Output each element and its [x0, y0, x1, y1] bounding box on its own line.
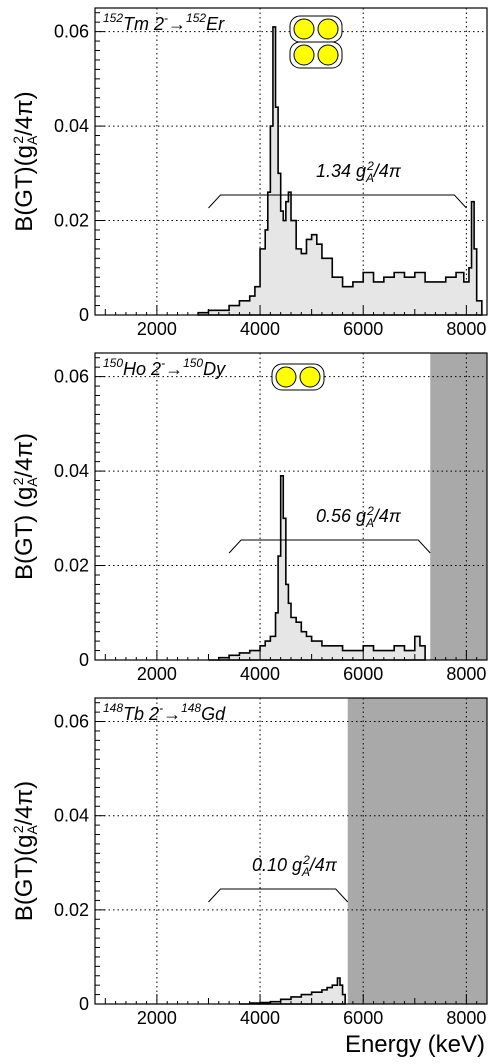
reaction-label: 148Tb 2-→148Gd — [103, 701, 226, 724]
x-tick-label: 8000 — [446, 319, 486, 339]
daughter-mass: 150 — [183, 356, 203, 370]
y-axis-title-main: B(GT)(g — [11, 145, 38, 232]
parent-sup: - — [164, 11, 168, 25]
parent-nucleus: Ho 2 — [123, 359, 161, 379]
x-tick-label: 6000 — [343, 319, 383, 339]
nucleon-icon — [275, 366, 297, 388]
y-axis-title: B(GT) (gA2/4π) — [10, 433, 40, 580]
y-axis-title-sub: A — [24, 825, 40, 835]
y-tick-label: 0.04 — [54, 806, 89, 826]
y-tick-label: 0.06 — [54, 367, 89, 387]
daughter-nucleus: Er — [206, 14, 225, 34]
sum-bracket — [208, 194, 467, 209]
y-axis-title-sub: A — [24, 477, 40, 487]
parent-sup: - — [159, 701, 163, 715]
y-tick-label: 0.04 — [54, 461, 89, 481]
parent-mass: 152 — [103, 11, 123, 25]
daughter-nucleus: Gd — [201, 704, 226, 724]
y-tick-label: 0 — [79, 994, 89, 1014]
x-tick-label: 8000 — [446, 1008, 486, 1028]
shaded-region — [347, 698, 487, 1004]
sum-value: 1.34 g — [316, 161, 366, 181]
arrow: → — [168, 14, 186, 34]
y-tick-label: 0.02 — [54, 900, 89, 920]
daughter-mass: 152 — [186, 11, 206, 25]
panel-1: 2000 4000 6000 800000.020.040.06B(GT)(gA2/4… — [10, 7, 488, 339]
reaction-label: 150Ho 2-→150Dy — [103, 356, 226, 379]
parent-mass: 150 — [103, 356, 123, 370]
arrow: → — [163, 704, 181, 724]
parent-nucleus: Tm 2 — [123, 14, 164, 34]
shaded-region — [430, 353, 487, 660]
sum-sup: 2 — [302, 853, 310, 867]
y-axis-title: B(GT)(gA2/4π) — [10, 91, 40, 231]
parent-sup: - — [161, 356, 165, 370]
arrow: → — [165, 359, 183, 379]
daughter-nucleus: Dy — [203, 359, 226, 379]
y-tick-label: 0.02 — [54, 211, 89, 231]
nucleon-icon — [299, 366, 321, 388]
sum-sup: 2 — [366, 159, 374, 173]
y-axis-title-sup: 2 — [10, 477, 26, 485]
y-tick-label: 0.02 — [54, 556, 89, 576]
x-tick-label: 6000 — [343, 1008, 383, 1028]
parent-mass: 148 — [103, 701, 123, 715]
x-tick-label: 4000 — [240, 1008, 280, 1028]
x-tick-label: 2000 — [137, 664, 177, 684]
y-tick-label: 0 — [79, 650, 89, 670]
x-tick-label: 2000 — [137, 1008, 177, 1028]
bgt-series — [208, 475, 426, 661]
y-tick-label: 0.06 — [54, 22, 89, 42]
sum-sub: A — [365, 171, 374, 185]
nucleon-icon — [317, 18, 339, 40]
sum-sub: A — [301, 865, 310, 879]
x-tick-label: 6000 — [343, 664, 383, 684]
sum-tail: /4π — [372, 161, 402, 181]
y-axis-title-main: B(GT)(g — [11, 835, 38, 922]
sum-sup: 2 — [366, 504, 374, 518]
y-axis-title-tail: /4π) — [11, 433, 38, 478]
sum-annotation: 0.10 gA2/4π — [252, 853, 338, 879]
bgt-series — [239, 977, 346, 1005]
sum-value: 0.56 g — [316, 506, 366, 526]
nucleon-icon — [293, 18, 315, 40]
bgt-series — [197, 26, 483, 316]
sum-value: 0.10 g — [252, 855, 302, 875]
x-tick-label: 8000 — [446, 664, 486, 684]
sum-tail: /4π — [308, 855, 338, 875]
x-axis-title: Energy (keV) — [345, 1031, 485, 1058]
sum-annotation: 0.56 gA2/4π — [316, 504, 402, 530]
sum-bracket — [208, 888, 349, 903]
x-tick-label: 4000 — [240, 664, 280, 684]
sum-tail: /4π — [372, 506, 402, 526]
y-tick-label: 0.04 — [54, 116, 89, 136]
y-axis-title: B(GT)(gA2/4π) — [10, 781, 40, 921]
y-tick-label: 0.06 — [54, 712, 89, 732]
y-axis-title-sup: 2 — [10, 825, 26, 833]
y-axis-title-main: B(GT) (g — [11, 487, 38, 580]
y-axis-title-tail: /4π) — [11, 91, 38, 136]
y-tick-label: 0 — [79, 305, 89, 325]
panel-3: 2000 4000 6000 800000.020.040.06B(GT)(gA2/4… — [10, 697, 488, 1028]
sum-bracket — [228, 539, 431, 554]
y-axis-title-sub: A — [24, 135, 40, 145]
nucleon-icon — [293, 44, 315, 66]
parent-nucleus: Tb 2 — [123, 704, 159, 724]
nucleon-icon — [317, 44, 339, 66]
sum-annotation: 1.34 gA2/4π — [316, 159, 402, 185]
x-tick-label: 2000 — [137, 319, 177, 339]
x-tick-label: 4000 — [240, 319, 280, 339]
y-axis-title-sup: 2 — [10, 136, 26, 144]
sum-sub: A — [365, 516, 374, 530]
daughter-mass: 148 — [181, 701, 201, 715]
reaction-label: 152Tm 2-→152Er — [103, 11, 225, 34]
y-axis-title-tail: /4π) — [11, 781, 38, 826]
